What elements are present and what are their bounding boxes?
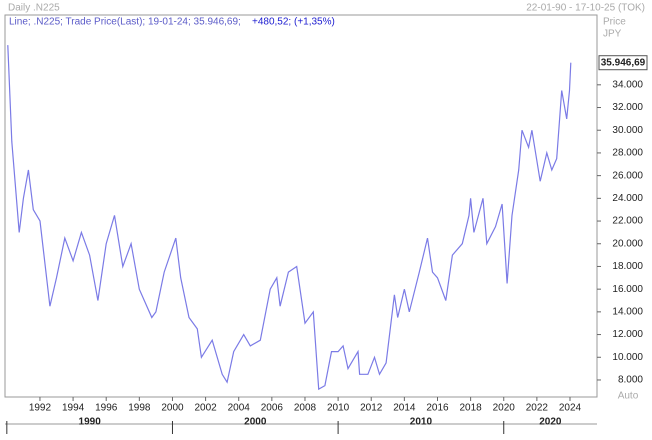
y-tick-label: 32.000	[612, 102, 643, 113]
x-tick-label: 2006	[261, 403, 284, 414]
x-tick-label: 2010	[327, 403, 350, 414]
y-tick-label: 16.000	[612, 284, 643, 295]
y-tick-label: 34.000	[612, 79, 643, 90]
legend: Line; .N225; Trade Price(Last); 19-01-24…	[9, 17, 241, 28]
last-value-label: 35.946,69	[601, 57, 646, 68]
price-line	[7, 45, 572, 391]
decade-label: 2000	[244, 417, 267, 428]
x-tick-label: 1994	[62, 403, 85, 414]
x-tick-label: 2000	[161, 403, 184, 414]
y-tick-label: 26.000	[612, 170, 643, 181]
scale-mode[interactable]: Auto	[618, 391, 639, 402]
plot-area	[4, 14, 598, 398]
last-value-box	[598, 55, 648, 71]
decade-label: 1990	[79, 417, 102, 428]
x-tick-label: 2024	[559, 403, 582, 414]
y-tick-label: 30.000	[612, 125, 643, 136]
y-tick-label: 18.000	[612, 261, 643, 272]
x-tick-label: 1992	[29, 403, 52, 414]
date-range: 22-01-90 - 17-10-25 (TOK)	[526, 3, 645, 14]
x-tick-label: 2018	[459, 403, 482, 414]
decade-label: 2010	[410, 417, 433, 428]
x-tick-label: 2008	[294, 403, 317, 414]
x-tick-label: 2002	[194, 403, 217, 414]
x-tick-label: 1998	[128, 403, 151, 414]
y-tick-label: 20.000	[612, 238, 643, 249]
y-tick-label: 14.000	[612, 306, 643, 317]
y-tick-label: 8.000	[618, 375, 643, 386]
x-tick-label: 2012	[360, 403, 383, 414]
y-tick-label: 28.000	[612, 148, 643, 159]
decade-label: 2020	[539, 417, 562, 428]
x-tick-label: 2020	[493, 403, 516, 414]
x-tick-label: 2014	[393, 403, 416, 414]
y-tick-label: 22.000	[612, 216, 643, 227]
header: Daily .N225	[8, 3, 60, 14]
axis-label: Price	[603, 17, 626, 28]
x-tick-label: 2004	[228, 403, 251, 414]
unit: JPY	[603, 29, 622, 40]
y-tick-label: 12.000	[612, 329, 643, 340]
x-tick-label: 2022	[526, 403, 549, 414]
change: +480,52; (+1,35%)	[252, 17, 335, 28]
x-tick-label: 2016	[426, 403, 449, 414]
x-tick-label: 1996	[95, 403, 118, 414]
y-tick-label: 24.000	[612, 193, 643, 204]
y-tick-label: 10.000	[612, 352, 643, 363]
